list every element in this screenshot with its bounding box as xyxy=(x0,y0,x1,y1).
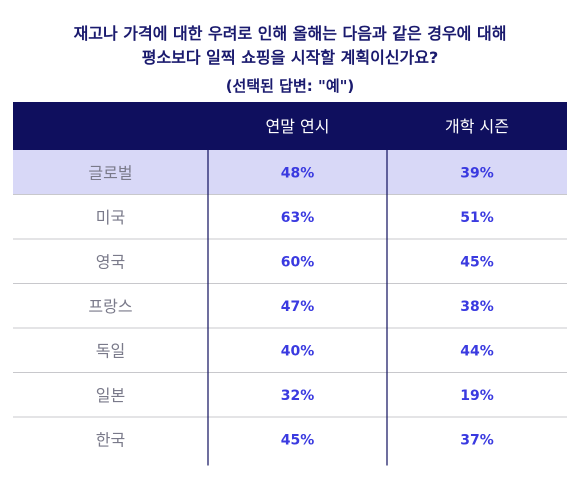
row-label: 미국 xyxy=(96,208,125,227)
cell-value: 45% xyxy=(460,254,494,270)
row-label: 영국 xyxy=(96,252,125,271)
cell-value: 44% xyxy=(460,343,494,359)
cell-value: 38% xyxy=(460,299,494,315)
cell-value: 19% xyxy=(460,388,494,404)
row-label: 글로벌 xyxy=(88,163,132,182)
cell-value: 45% xyxy=(281,432,315,448)
cell-value: 51% xyxy=(460,210,494,226)
chart-title-line-2: 평소보다 일찍 쇼핑을 시작할 계획이신가요? xyxy=(141,48,439,67)
cell-value: 48% xyxy=(281,165,315,181)
chart-title-line-1: 재고나 가격에 대한 우려로 인해 올해는 다음과 같은 경우에 대해 xyxy=(73,24,507,43)
cell-value: 37% xyxy=(460,432,494,448)
cell-value: 63% xyxy=(281,210,315,226)
highlight-row-background xyxy=(13,150,567,195)
cell-value: 47% xyxy=(281,299,315,315)
cell-value: 40% xyxy=(281,343,315,359)
chart-subtitle: (선택된 답변: "예") xyxy=(225,77,355,95)
row-label: 프랑스 xyxy=(88,297,132,316)
row-label: 한국 xyxy=(96,430,125,449)
column-header-1: 연말 연시 xyxy=(266,117,330,136)
cell-value: 60% xyxy=(281,254,315,270)
column-header-2: 개학 시즌 xyxy=(445,117,509,136)
cell-value: 39% xyxy=(460,165,494,181)
row-label: 일본 xyxy=(96,386,125,405)
row-label: 독일 xyxy=(96,341,125,360)
cell-value: 32% xyxy=(281,388,315,404)
table-header-background xyxy=(13,102,567,150)
